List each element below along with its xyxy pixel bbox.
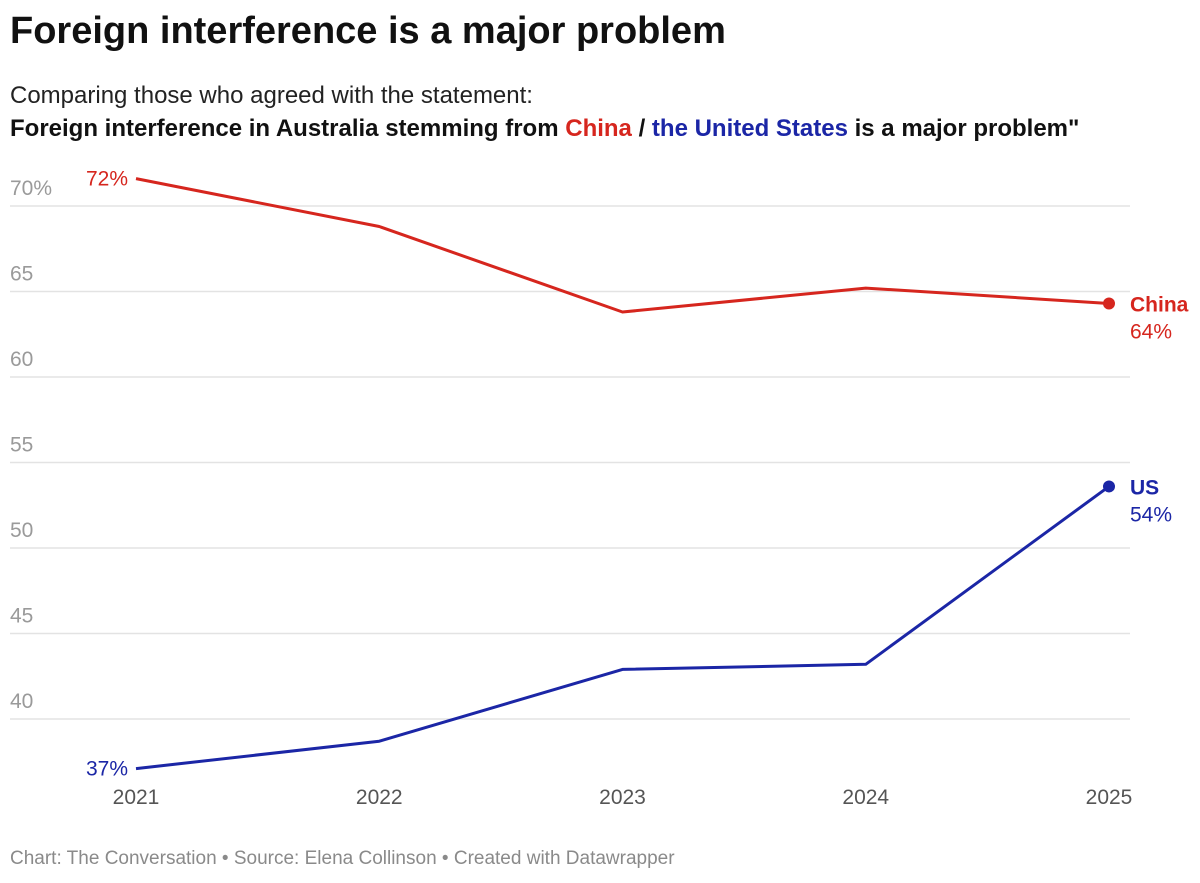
x-tick-label: 2022 bbox=[356, 786, 403, 809]
y-tick-label: 45 bbox=[10, 605, 33, 628]
y-tick-label: 70% bbox=[10, 177, 52, 200]
data-point bbox=[1103, 480, 1115, 493]
series-name-label: US bbox=[1130, 476, 1159, 499]
start-label: 72% bbox=[86, 168, 128, 191]
y-tick-label: 65 bbox=[10, 263, 33, 286]
x-tick-label: 2021 bbox=[113, 786, 160, 809]
series-line-us bbox=[135, 485, 1110, 771]
start-label: 37% bbox=[86, 758, 128, 781]
y-tick-label: 50 bbox=[10, 519, 33, 542]
series-name-label: China bbox=[1130, 293, 1189, 316]
statement: Foreign interference in Australia stemmi… bbox=[10, 115, 1079, 143]
statement-sep: / bbox=[631, 115, 652, 142]
y-tick-label: 60 bbox=[10, 348, 33, 371]
y-tick-label: 55 bbox=[10, 434, 33, 457]
statement-us: the United States bbox=[651, 115, 848, 142]
chart-title: Foreign interference is a major problem bbox=[10, 10, 726, 52]
chart-footer: Chart: The Conversation • Source: Elena … bbox=[10, 848, 675, 869]
x-tick-label: 2025 bbox=[1086, 786, 1133, 809]
end-label: 64% bbox=[1130, 320, 1172, 343]
x-tick-label: 2024 bbox=[842, 786, 889, 809]
series-line-china bbox=[135, 177, 1110, 314]
data-point bbox=[1103, 297, 1115, 310]
y-tick-label: 40 bbox=[10, 690, 33, 713]
statement-china: China bbox=[565, 115, 632, 142]
chart-subtitle: Comparing those who agreed with the stat… bbox=[10, 82, 533, 109]
statement-post: is a major problem" bbox=[847, 115, 1080, 142]
statement-pre: Foreign interference in Australia stemmi… bbox=[10, 115, 566, 142]
end-label: 54% bbox=[1130, 503, 1172, 526]
x-tick-label: 2023 bbox=[599, 786, 646, 809]
